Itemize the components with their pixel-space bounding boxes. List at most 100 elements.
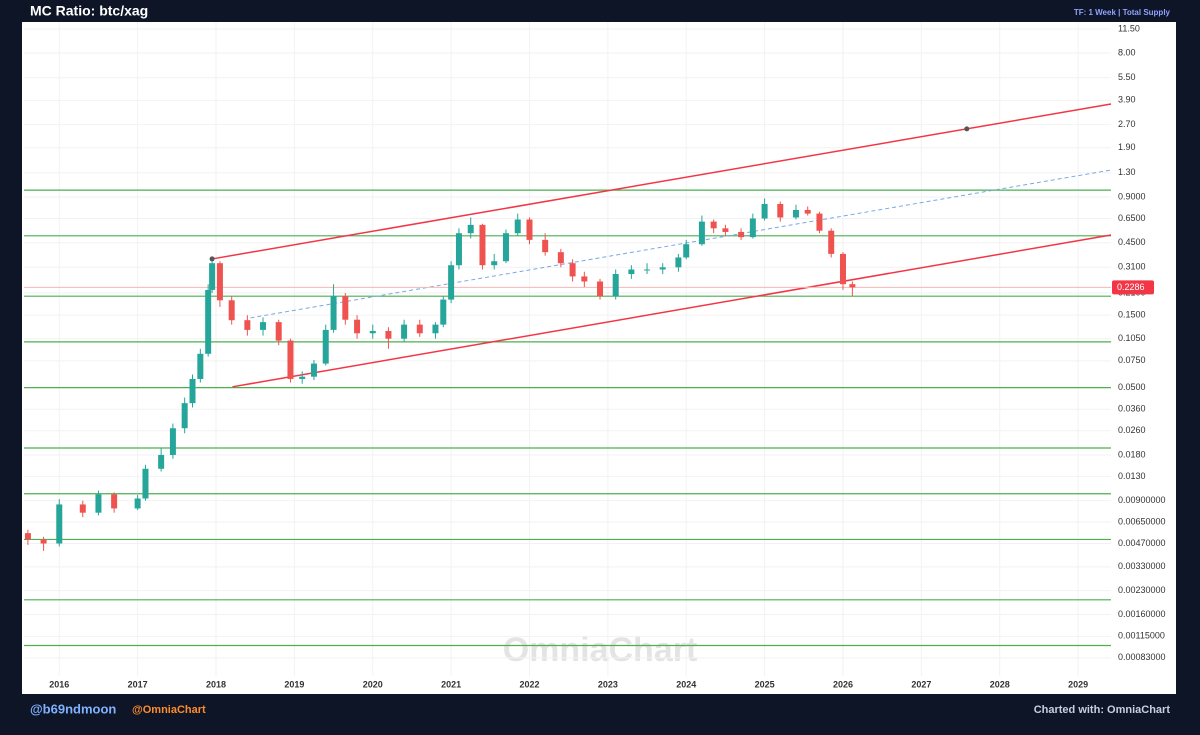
chart-title: MC Ratio: btc/xag (30, 3, 148, 19)
y-tick-label: 11.50 (1118, 23, 1140, 33)
candle-body (158, 454, 165, 469)
candle-body (828, 230, 835, 254)
candle-body (683, 244, 690, 258)
x-tick-label: 2019 (284, 679, 304, 689)
candle-body (557, 252, 564, 264)
y-tick-label: 0.3100 (1118, 262, 1146, 272)
candle-body (95, 494, 102, 513)
candle-body (514, 219, 521, 234)
y-tick-label: 0.4500 (1118, 237, 1146, 247)
last-price-label: 0.2286 (1117, 282, 1145, 292)
candle-body (260, 322, 267, 330)
candle-body (385, 330, 392, 339)
candle-body (181, 403, 188, 429)
candle-body (526, 219, 533, 240)
y-tick-label: 0.00330000 (1118, 561, 1166, 571)
y-tick-label: 0.00650000 (1118, 516, 1166, 526)
x-tick-label: 2022 (519, 679, 539, 689)
x-tick-label: 2018 (206, 679, 226, 689)
candle-body (612, 274, 619, 297)
candle-body (448, 265, 455, 300)
candle-body (749, 218, 756, 238)
candle-body (738, 231, 745, 238)
anchor-point (209, 256, 215, 262)
candle-body (330, 296, 337, 330)
candle-body (502, 233, 509, 262)
candle-body (111, 494, 118, 509)
candle-body (761, 203, 768, 219)
candle-body (369, 330, 376, 334)
candle-body (455, 233, 462, 266)
candle-body (287, 340, 294, 379)
candle-body (134, 498, 141, 509)
candle-body (479, 224, 486, 266)
y-tick-label: 0.00900000 (1118, 495, 1166, 505)
y-tick-label: 0.1500 (1118, 310, 1146, 320)
y-tick-label: 0.0500 (1118, 382, 1146, 392)
y-tick-label: 0.6500 (1118, 213, 1146, 223)
candle-body (244, 320, 251, 330)
anchor-point (964, 126, 970, 132)
y-tick-label: 0.00160000 (1118, 609, 1166, 619)
y-tick-label: 0.00470000 (1118, 538, 1166, 548)
x-tick-label: 2021 (441, 679, 461, 689)
y-tick-label: 0.00230000 (1118, 585, 1166, 595)
x-tick-label: 2023 (598, 679, 618, 689)
x-tick-label: 2027 (911, 679, 931, 689)
trend-line (211, 103, 1112, 260)
x-tick-label: 2017 (128, 679, 148, 689)
panel (22, 22, 1176, 694)
candle-body (189, 378, 196, 404)
last-price-box (1112, 280, 1154, 295)
y-tick-label: 1.30 (1118, 167, 1136, 177)
candle-body (205, 289, 212, 354)
y-tick-label: 0.0130 (1118, 471, 1146, 481)
x-tick-label: 2024 (676, 679, 696, 689)
candle-body (816, 213, 823, 231)
candle-body (491, 261, 498, 266)
candle-body (40, 539, 47, 544)
x-tick-label: 2025 (755, 679, 775, 689)
candle-body (675, 257, 682, 268)
candle-body (24, 533, 31, 540)
candle-body (542, 239, 549, 253)
candle-body (275, 322, 282, 341)
candle-body (792, 209, 799, 218)
x-tick-label: 2028 (990, 679, 1010, 689)
y-tick-label: 0.1050 (1118, 333, 1146, 343)
candle-body (722, 228, 729, 232)
y-tick-label: 1.90 (1118, 142, 1136, 152)
candle-body (299, 376, 306, 379)
candle-body (432, 324, 439, 334)
candle-body (197, 353, 204, 379)
candle-body (56, 504, 63, 544)
candle-body (228, 300, 235, 321)
subtitle: TF: 1 Week | Total Supply (1074, 8, 1171, 17)
y-tick-label: 0.00115000 (1118, 631, 1165, 641)
candle-body (710, 221, 717, 229)
candle-body (440, 299, 447, 325)
y-tick-label: 0.0180 (1118, 449, 1146, 459)
watermark: OmniaChart (503, 631, 698, 669)
y-tick-label: 0.0360 (1118, 404, 1146, 414)
candle-body (354, 319, 361, 334)
x-tick-label: 2020 (363, 679, 383, 689)
x-tick-label: 2016 (49, 679, 69, 689)
candle-body (804, 209, 811, 214)
footer-handle: @b69ndmoon (30, 701, 116, 716)
footer-credit: Charted with: OmniaChart (1034, 704, 1171, 716)
candle-body (581, 276, 588, 282)
candle-body (597, 281, 604, 297)
candle-body (467, 224, 474, 234)
candle-body (569, 263, 576, 277)
candle-body (659, 267, 666, 270)
candle-body (209, 263, 216, 290)
footer-brand: @OmniaChart (132, 704, 206, 716)
candle-body (698, 221, 705, 245)
trend-line (232, 234, 1112, 388)
y-tick-label: 0.0750 (1118, 355, 1146, 365)
y-tick-label: 8.00 (1118, 47, 1136, 57)
candle-body (310, 363, 317, 377)
